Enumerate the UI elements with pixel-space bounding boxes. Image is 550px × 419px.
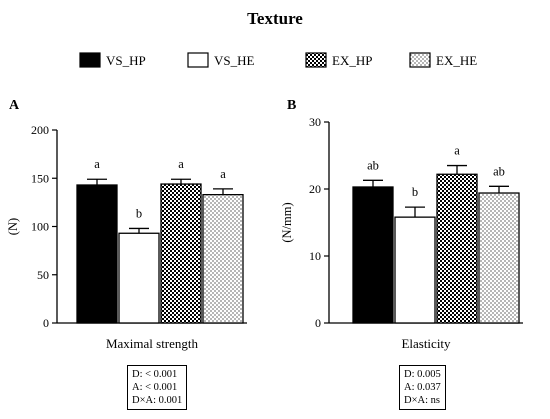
y-axis-label: (N/mm): [280, 202, 294, 242]
legend-swatch-ex-he: [409, 52, 431, 68]
x-axis-label: Elasticity: [401, 336, 451, 351]
y-tick-label: 150: [31, 171, 49, 185]
legend-swatch-ex-hp: [305, 52, 327, 68]
stats-line: A: < 0.001: [132, 382, 178, 394]
y-axis-label: (N): [6, 218, 20, 235]
significance-letter-vs-he: b: [412, 185, 418, 199]
panel-a-maximal-strength: A 0 50 100 150 200 (N) Maximal strength a b a a: [6, 98, 247, 351]
chart-legend: VS_HP VS_HE EX_HP EX_HE: [79, 52, 477, 68]
y-tick-label: 50: [37, 268, 49, 282]
y-tick-label: 200: [31, 123, 49, 137]
x-axis-label: Maximal strength: [106, 336, 199, 351]
significance-letter-vs-hp: ab: [367, 158, 379, 172]
figure-title: Texture: [247, 9, 303, 28]
stats-line: A: 0.037: [404, 382, 441, 394]
significance-letter-vs-he: b: [136, 206, 142, 220]
bar-vs-hp: [76, 184, 118, 324]
y-tick-label: 20: [309, 182, 321, 196]
legend-swatch-vs-he: [187, 52, 209, 68]
panel-label: B: [287, 98, 296, 113]
stats-line: D×A: ns: [404, 395, 440, 407]
legend-label-ex-he: EX_HE: [436, 53, 477, 68]
bar-vs-he: [118, 232, 160, 324]
y-tick-label: 30: [309, 115, 321, 129]
stats-line: D: 0.005: [404, 369, 441, 380]
bar-vs-hp: [352, 186, 394, 324]
panel-b-elasticity: B 0 10 20 30 (N/mm) Elasticity ab b a ab: [280, 98, 523, 351]
y-tick-label: 10: [309, 249, 321, 263]
bar-ex-hp: [436, 173, 478, 324]
legend-label-ex-hp: EX_HP: [332, 53, 372, 68]
y-tick-label: 0: [315, 316, 321, 330]
stats-box-panel-b: D: 0.005 A: 0.037 D×A: ns: [399, 365, 446, 410]
y-tick-label: 0: [43, 316, 49, 330]
stats-box-panel-a: D: < 0.001 A: < 0.001 D×A: 0.001: [127, 365, 188, 410]
significance-letter-ex-hp: a: [454, 144, 460, 158]
stats-line: D: < 0.001: [132, 369, 178, 380]
stats-line: D×A: 0.001: [132, 395, 183, 407]
significance-letter-ex-he: ab: [493, 164, 505, 178]
significance-letter-ex-hp: a: [178, 157, 184, 171]
bar-ex-he: [202, 194, 244, 324]
bar-vs-he: [394, 216, 436, 324]
y-tick-label: 100: [31, 220, 49, 234]
bar-ex-hp: [160, 183, 202, 324]
panel-label: A: [9, 98, 20, 113]
bar-ex-he: [478, 192, 520, 324]
significance-letter-vs-hp: a: [94, 157, 100, 171]
legend-swatch-vs-hp: [79, 52, 101, 68]
legend-label-vs-hp: VS_HP: [106, 53, 146, 68]
legend-label-vs-he: VS_HE: [214, 53, 255, 68]
significance-letter-ex-he: a: [220, 167, 226, 181]
